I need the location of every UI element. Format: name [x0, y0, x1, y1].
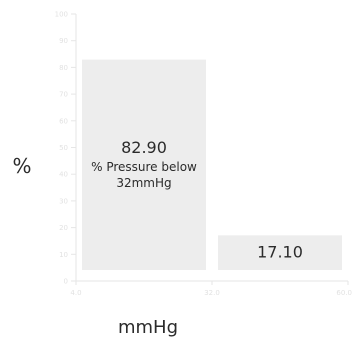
- bar-value-label-1: 17.10: [257, 243, 303, 262]
- x-tick-label-1: 32.0: [204, 289, 220, 297]
- x-tick-label-2: 60.0: [336, 289, 352, 297]
- y-tick-label-10: 10: [59, 251, 68, 259]
- x-axis-title: mmHg: [118, 317, 178, 338]
- bar-caption-line-0-1: 32mmHg: [116, 176, 171, 190]
- x-axis-ticks: 4.0 32.0 60.0: [70, 281, 352, 297]
- bar-1: [218, 235, 342, 270]
- x-tick-label-0: 4.0: [70, 289, 81, 297]
- y-axis-title: %: [12, 154, 31, 178]
- y-tick-label-40: 40: [59, 171, 68, 179]
- y-tick-label-100: 100: [55, 11, 68, 19]
- bar-0: [82, 59, 206, 271]
- y-tick-label-90: 90: [59, 37, 68, 45]
- y-tick-label-0: 0: [64, 278, 68, 286]
- y-tick-label-80: 80: [59, 64, 68, 72]
- bar-caption-line-0-0: % Pressure below: [91, 160, 197, 174]
- bars-group: 82.90 % Pressure below 32mmHg 17.10: [82, 59, 342, 271]
- y-tick-label-60: 60: [59, 117, 68, 125]
- y-tick-label-70: 70: [59, 91, 68, 99]
- bar-value-label-0: 82.90: [121, 138, 167, 157]
- y-axis-ticks: 0 10 20 30 40 50 60 70 80 90 100: [55, 11, 76, 286]
- y-tick-label-50: 50: [59, 144, 68, 152]
- y-tick-label-30: 30: [59, 197, 68, 205]
- y-tick-label-20: 20: [59, 224, 68, 232]
